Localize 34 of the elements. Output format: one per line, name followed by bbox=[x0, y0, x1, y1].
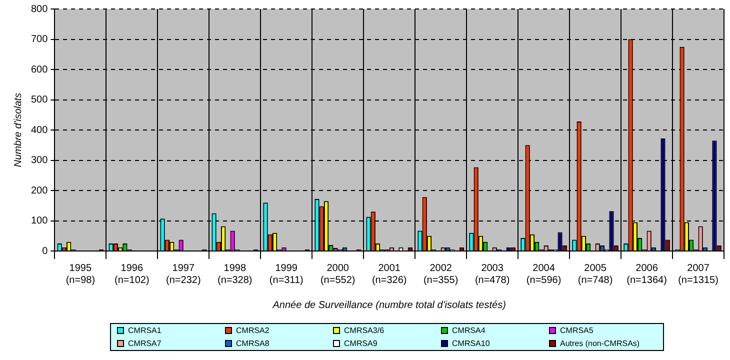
x-tick-label: 1996 (n=102) bbox=[114, 262, 150, 286]
legend-label: Autres (non-CMRSAs) bbox=[559, 339, 641, 348]
y-tick-label: 700 bbox=[30, 34, 48, 45]
x-tick-label: 2007 (n=1315) bbox=[678, 262, 718, 286]
legend-label: CMRSA2 bbox=[235, 326, 270, 335]
x-tick-label: 2004 (n=596) bbox=[526, 262, 562, 286]
x-tick-label: 1997 (n=232) bbox=[166, 262, 201, 286]
y-tick-label: 600 bbox=[30, 64, 48, 76]
x-tick-label: 1995 (n=98) bbox=[66, 262, 96, 286]
x-tick-label: 2003 (n=478) bbox=[474, 262, 510, 286]
legend-label: CMRSA10 bbox=[451, 339, 491, 348]
legend-label: CMRSA1 bbox=[127, 326, 162, 335]
legend-label: CMRSA5 bbox=[559, 326, 594, 335]
y-tick-label: 300 bbox=[30, 155, 48, 166]
x-tick-label: 2002 (n=355) bbox=[423, 262, 458, 286]
legend-label: CMRSA4 bbox=[451, 326, 486, 335]
y-tick-label: 200 bbox=[30, 185, 48, 196]
x-axis-title: Année de Surveillance (numbre total d'isolats testés) bbox=[272, 300, 506, 311]
legend-label: CMRSA7 bbox=[127, 339, 162, 348]
x-tick-label: 2006 (n=1364) bbox=[626, 262, 667, 286]
y-tick-label: 100 bbox=[30, 216, 48, 226]
x-tick-label: 2000 (n=552) bbox=[320, 262, 356, 286]
legend-label: CMRSA3/6 bbox=[343, 326, 386, 335]
y-tick-label: 0 bbox=[42, 246, 48, 257]
legend-label: CMRSA8 bbox=[235, 339, 270, 348]
x-tick-label: 1998 (n=328) bbox=[218, 262, 252, 286]
x-tick-label: 2005 (n=748) bbox=[578, 262, 613, 286]
legend-label: CMRSA9 bbox=[343, 339, 378, 348]
y-tick-label: 500 bbox=[30, 94, 48, 106]
x-tick-label: 2001 (n=326) bbox=[372, 262, 407, 286]
y-tick-label: 800 bbox=[30, 4, 48, 15]
y-tick-label: 400 bbox=[30, 124, 48, 136]
x-tick-label: 1999 (n=311) bbox=[269, 262, 304, 286]
y-axis-title: Numbre d'isolats bbox=[12, 92, 24, 168]
